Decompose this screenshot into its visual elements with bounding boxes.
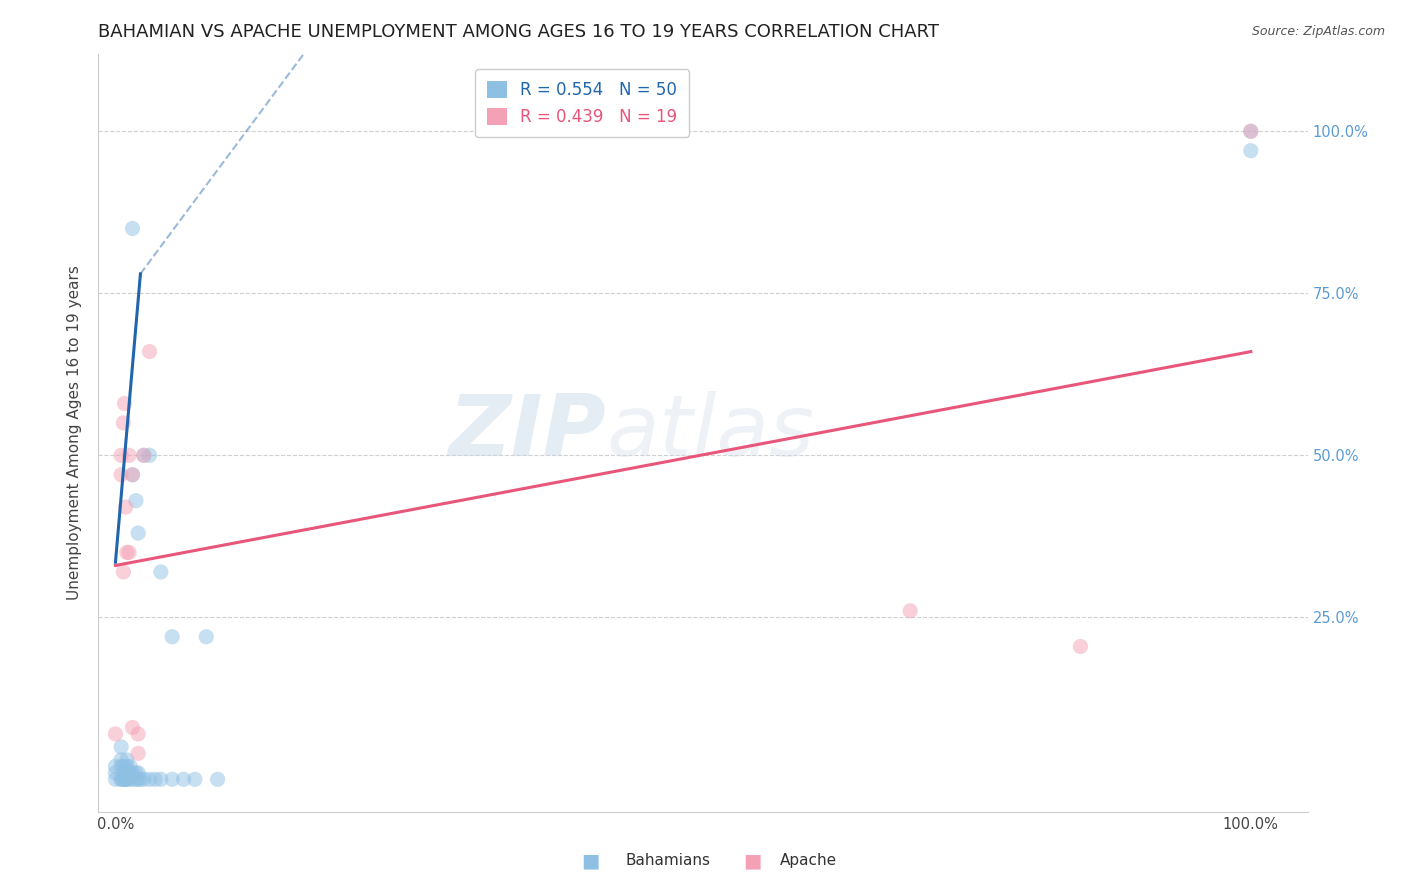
Y-axis label: Unemployment Among Ages 16 to 19 years: Unemployment Among Ages 16 to 19 years bbox=[67, 265, 83, 600]
Point bbox=[112, 565, 135, 579]
Point bbox=[121, 765, 143, 780]
Point bbox=[132, 448, 155, 462]
Point bbox=[115, 753, 138, 767]
Point bbox=[110, 759, 132, 773]
Point bbox=[160, 772, 183, 787]
Point bbox=[114, 772, 136, 787]
Point bbox=[127, 772, 149, 787]
Point bbox=[121, 772, 143, 787]
Text: BAHAMIAN VS APACHE UNEMPLOYMENT AMONG AGES 16 TO 19 YEARS CORRELATION CHART: BAHAMIAN VS APACHE UNEMPLOYMENT AMONG AG… bbox=[98, 23, 939, 41]
Point bbox=[138, 448, 160, 462]
Point bbox=[120, 759, 142, 773]
Point bbox=[138, 772, 160, 787]
Point bbox=[127, 765, 149, 780]
Point bbox=[114, 772, 136, 787]
Point bbox=[120, 765, 142, 780]
Point bbox=[1240, 124, 1263, 138]
Text: ■: ■ bbox=[581, 851, 600, 871]
Point bbox=[104, 765, 127, 780]
Point bbox=[138, 344, 160, 359]
Point bbox=[115, 772, 138, 787]
Text: Source: ZipAtlas.com: Source: ZipAtlas.com bbox=[1251, 25, 1385, 38]
Point bbox=[104, 772, 127, 787]
Point bbox=[104, 727, 127, 741]
Point bbox=[132, 772, 155, 787]
Point bbox=[112, 759, 135, 773]
Point bbox=[121, 467, 143, 482]
Text: ZIP: ZIP bbox=[449, 391, 606, 475]
Point bbox=[127, 526, 149, 541]
Text: ■: ■ bbox=[742, 851, 762, 871]
Text: atlas: atlas bbox=[606, 391, 814, 475]
Point bbox=[118, 765, 141, 780]
Point bbox=[114, 500, 136, 515]
Point bbox=[121, 221, 143, 235]
Point bbox=[898, 604, 921, 618]
Point bbox=[1240, 124, 1263, 138]
Point bbox=[149, 565, 172, 579]
Point bbox=[125, 772, 148, 787]
Point bbox=[195, 630, 218, 644]
Point bbox=[121, 721, 143, 735]
Point bbox=[132, 448, 155, 462]
Point bbox=[184, 772, 207, 787]
Point bbox=[1240, 144, 1263, 158]
Point bbox=[114, 765, 136, 780]
Point bbox=[118, 772, 141, 787]
Point bbox=[115, 545, 138, 559]
Point bbox=[160, 630, 183, 644]
Point bbox=[127, 727, 149, 741]
Point bbox=[125, 765, 148, 780]
Point bbox=[110, 448, 132, 462]
Point bbox=[110, 772, 132, 787]
Point bbox=[118, 448, 141, 462]
Point bbox=[112, 416, 135, 430]
Point bbox=[110, 753, 132, 767]
Legend: R = 0.554   N = 50, R = 0.439   N = 19: R = 0.554 N = 50, R = 0.439 N = 19 bbox=[475, 70, 689, 137]
Point bbox=[114, 396, 136, 410]
Point bbox=[127, 747, 149, 761]
Point bbox=[173, 772, 195, 787]
Point bbox=[104, 759, 127, 773]
Point bbox=[121, 467, 143, 482]
Point bbox=[207, 772, 229, 787]
Point bbox=[1069, 640, 1091, 654]
Point bbox=[114, 763, 136, 777]
Point bbox=[125, 493, 148, 508]
Point bbox=[112, 772, 135, 787]
Point bbox=[110, 467, 132, 482]
Point bbox=[114, 772, 136, 787]
Point bbox=[129, 772, 152, 787]
Point bbox=[149, 772, 172, 787]
Point bbox=[115, 765, 138, 780]
Text: Bahamians: Bahamians bbox=[626, 854, 710, 868]
Point bbox=[110, 772, 132, 787]
Text: Apache: Apache bbox=[780, 854, 838, 868]
Point bbox=[115, 759, 138, 773]
Point bbox=[143, 772, 166, 787]
Point bbox=[110, 739, 132, 754]
Point bbox=[118, 545, 141, 559]
Point bbox=[112, 765, 135, 780]
